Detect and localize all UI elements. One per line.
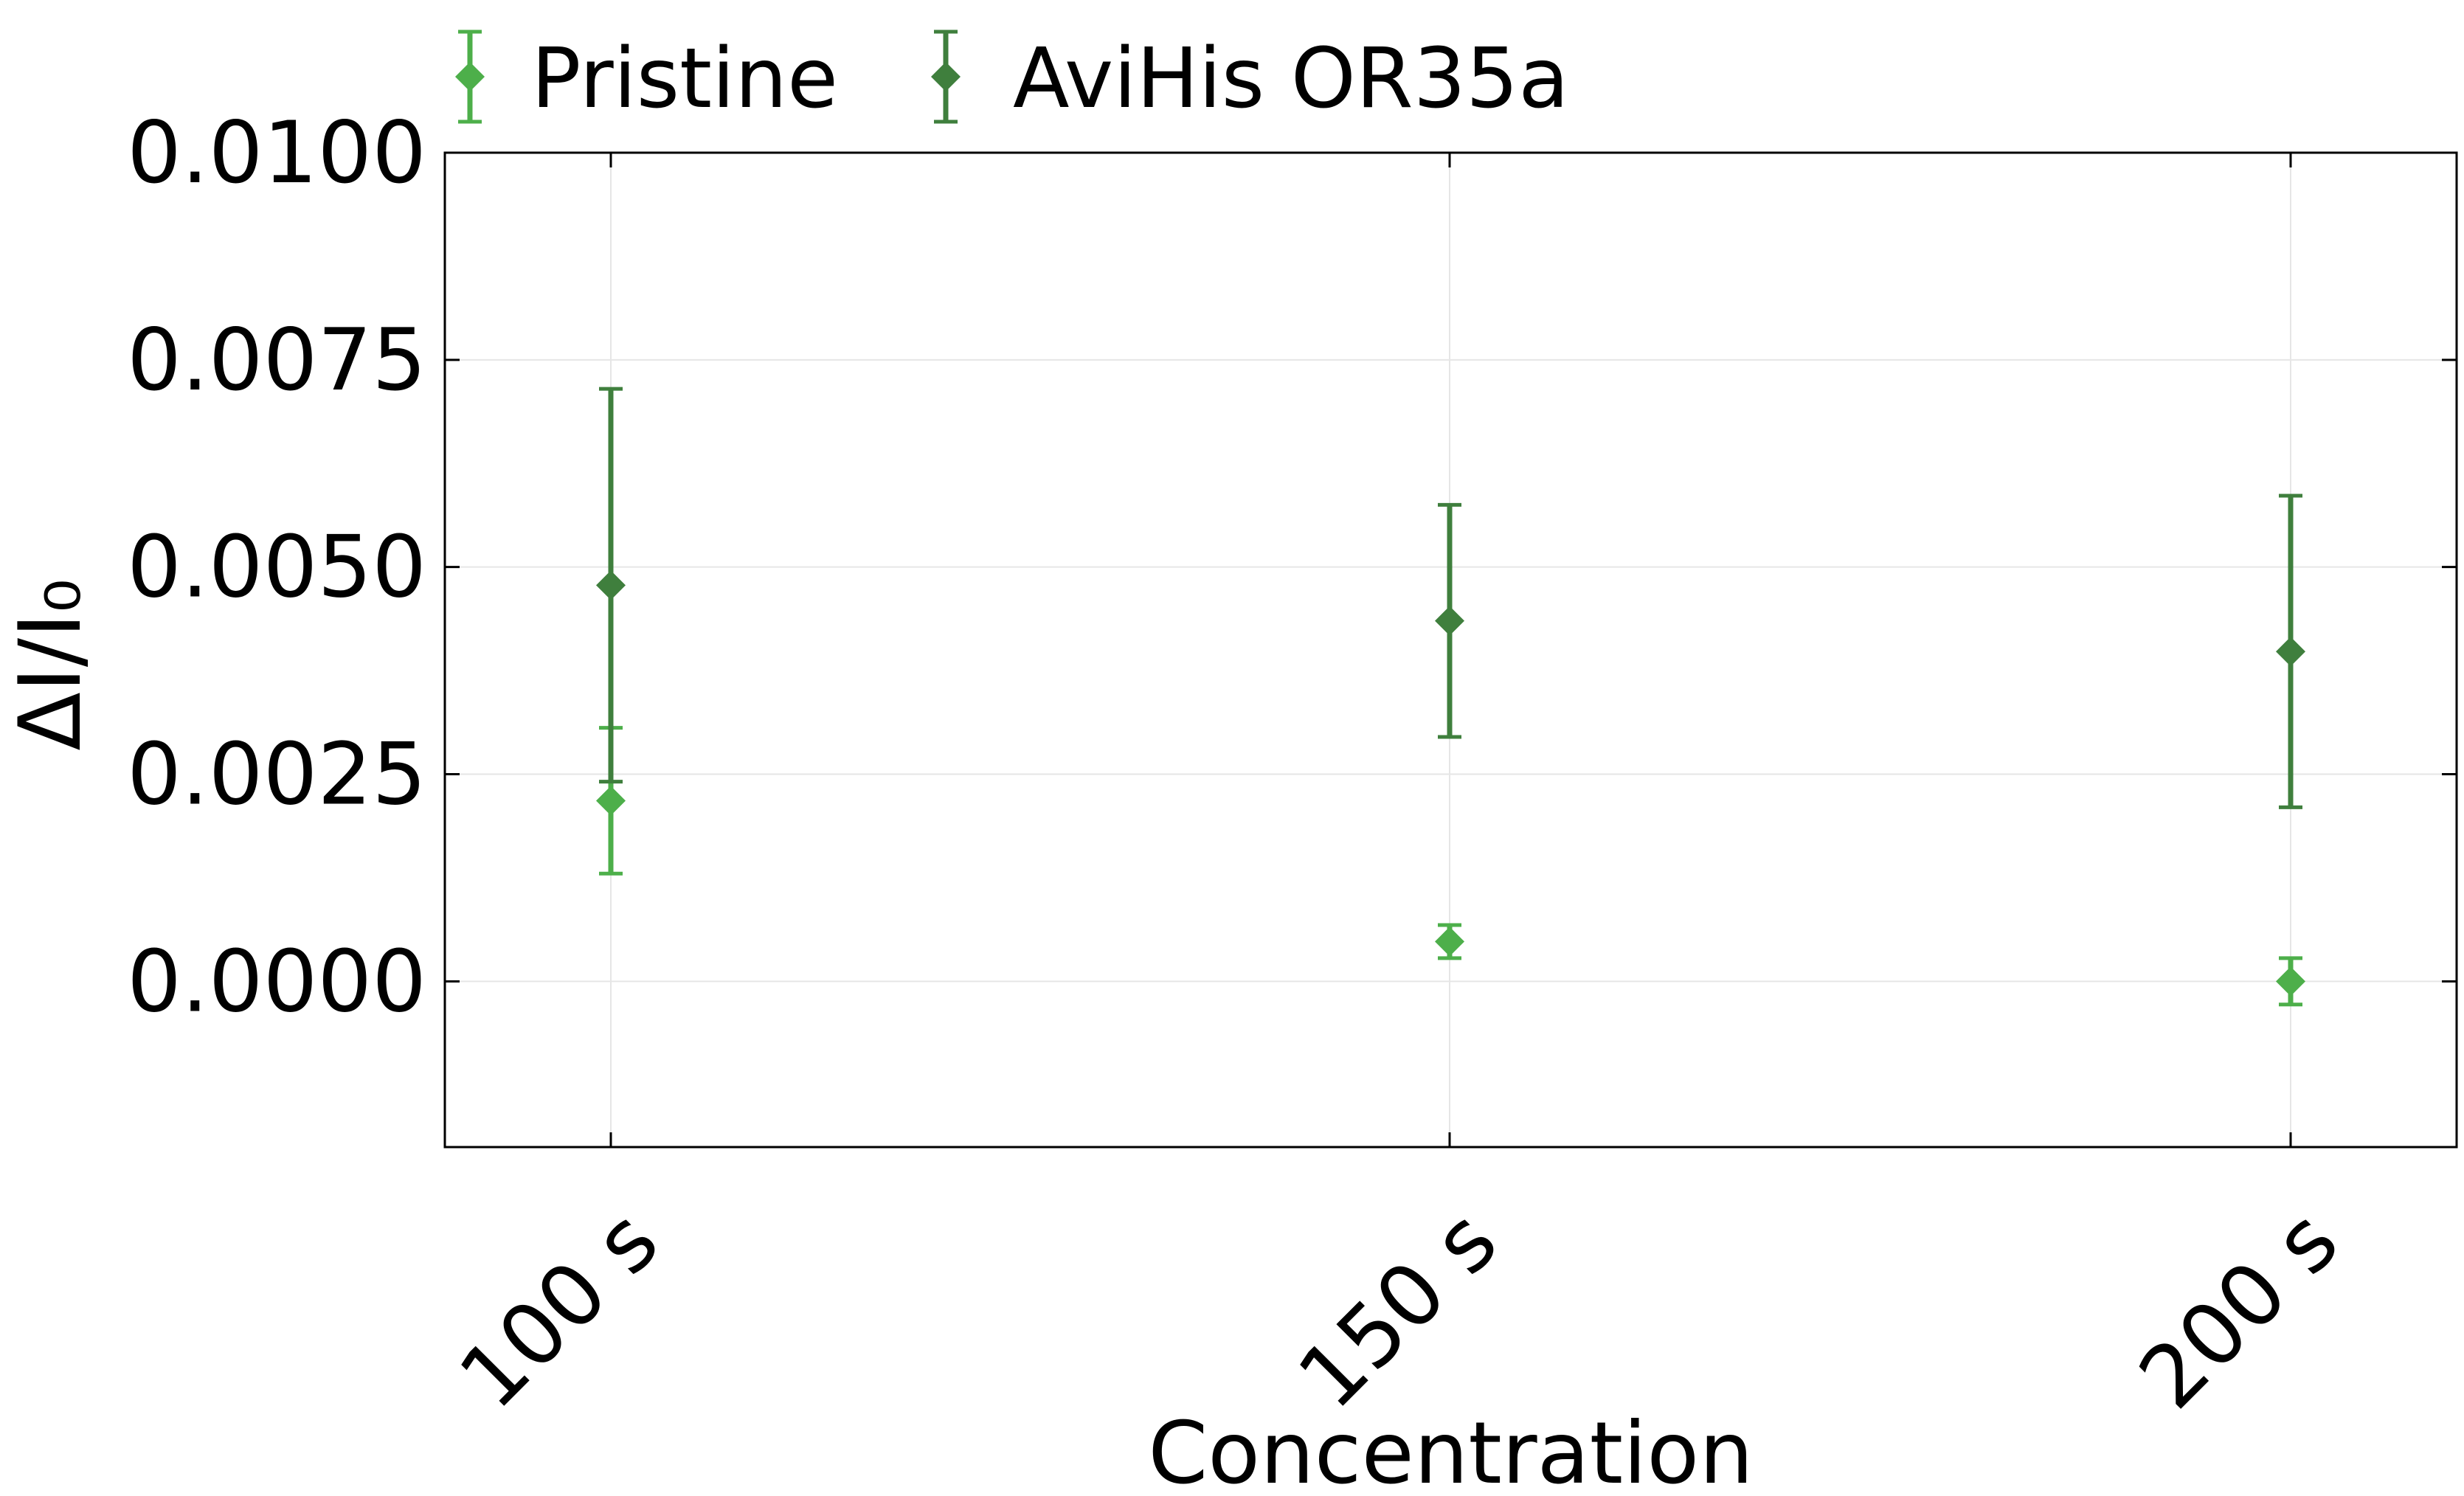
x-axis-label: Concentration — [1148, 1404, 1754, 1496]
legend: Pristine AviHis OR35a — [455, 30, 1569, 127]
x-tick-labels: 100 s 150 s 200 s — [440, 1191, 2357, 1428]
y-axis-label: ΔI/I₀ — [1, 578, 100, 750]
x-tick-label: 200 s — [2120, 1191, 2357, 1428]
x-tick-label: 100 s — [440, 1191, 677, 1428]
axis-ticks — [445, 151, 2457, 1147]
legend-label: AviHis OR35a — [1013, 31, 1569, 127]
y-tick-labels: 0.0000 0.0025 0.0050 0.0075 0.0100 — [127, 103, 426, 1031]
x-tick-label: 150 s — [1279, 1191, 1516, 1428]
legend-label: Pristine — [531, 31, 838, 127]
data-point — [596, 786, 626, 816]
y-tick-label: 0.0050 — [127, 518, 426, 617]
data-point — [1435, 606, 1464, 636]
data-point — [2276, 637, 2305, 667]
data-markers — [596, 570, 2305, 997]
data-point — [2276, 966, 2305, 997]
error-bars — [599, 387, 2302, 1007]
y-tick-label: 0.0025 — [127, 725, 426, 825]
y-tick-label: 0.0100 — [127, 103, 426, 203]
y-tick-label: 0.0075 — [127, 311, 426, 410]
y-tick-label: 0.0000 — [127, 932, 426, 1031]
data-point — [1435, 927, 1464, 957]
data-point — [596, 570, 626, 600]
legend-marker — [931, 62, 961, 91]
legend-marker — [455, 62, 485, 91]
